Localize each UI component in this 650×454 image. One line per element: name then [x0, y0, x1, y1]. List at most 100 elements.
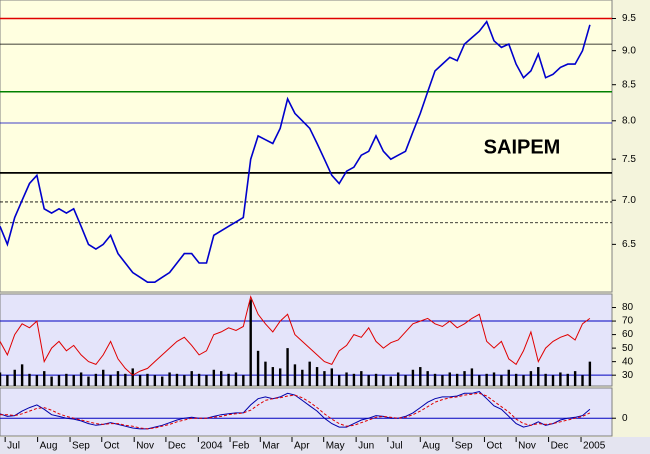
volume-bar [79, 372, 83, 386]
volume-bar [116, 371, 120, 386]
volume-bar [455, 373, 459, 386]
y-tick-label: 50 [622, 343, 634, 354]
series-line [0, 392, 591, 430]
volume-bar [234, 372, 238, 386]
volume-bar [433, 373, 437, 386]
volume-bar [87, 376, 90, 386]
volume-bar [522, 375, 525, 386]
volume-bar [544, 373, 547, 386]
volume-bar [109, 375, 112, 386]
volume-bar [507, 369, 510, 386]
volume-bar [271, 367, 275, 386]
x-tick-label: Oct [486, 441, 502, 452]
volume-bar [330, 368, 334, 386]
y-tick-label: 0 [622, 413, 628, 424]
volume-bar [581, 375, 584, 386]
volume-bar [102, 369, 105, 386]
x-tick-label: Jul [390, 441, 403, 452]
volume-bar [35, 375, 39, 386]
x-tick-label: Sep [72, 441, 90, 452]
volume-bar [256, 350, 260, 386]
volume-bar [72, 375, 75, 386]
x-axis-strip [0, 437, 650, 454]
volume-bar [337, 375, 341, 386]
volume-bar [478, 375, 481, 386]
volume-bar [352, 373, 356, 386]
volume-bar [50, 376, 53, 386]
x-tick-label: Jun [358, 441, 374, 452]
y-tick-label: 60 [622, 329, 634, 340]
volume-bar [389, 376, 392, 386]
y-tick-label: 40 [622, 356, 634, 367]
volume-bar [6, 375, 9, 386]
x-tick-label: Dec [551, 441, 569, 452]
y-tick-label: 9.0 [622, 45, 636, 56]
series-line [0, 295, 591, 376]
volume-bar [146, 373, 149, 386]
volume-bar [161, 376, 164, 386]
volume-bar [20, 364, 24, 386]
volume-bar [374, 373, 378, 386]
x-tick-label: 2005 [583, 441, 606, 452]
volume-bar [448, 372, 451, 386]
volume-bar [197, 373, 201, 386]
volume-bar [183, 375, 186, 386]
volume-bar [153, 375, 157, 386]
volume-bar [588, 361, 592, 386]
volume-bar [0, 372, 2, 386]
volume-bar [57, 375, 61, 386]
volume-bar [345, 372, 348, 386]
volume-bar [308, 361, 311, 386]
x-tick-label: Jul [7, 441, 20, 452]
volume-bar [529, 371, 533, 386]
volume-bar [500, 375, 503, 386]
volume-bar [249, 299, 252, 386]
x-tick-label: May [326, 441, 345, 452]
volume-bar [470, 368, 474, 386]
volume-bar [264, 361, 267, 386]
volume-bar [138, 375, 142, 386]
volume-bar [65, 373, 68, 386]
y-tick-label: 7.5 [622, 154, 636, 165]
x-tick-label: 2004 [200, 441, 223, 452]
volume-bar [419, 367, 422, 386]
volume-bar [396, 372, 400, 386]
volume-bar [205, 375, 208, 386]
x-tick-label: Sep [455, 441, 473, 452]
volume-bar [220, 371, 223, 386]
volume-bar [492, 372, 496, 386]
y-tick-label: 30 [622, 370, 634, 381]
x-tick-label: Mar [262, 441, 280, 452]
volume-bar [175, 373, 179, 386]
volume-bar [94, 373, 98, 386]
volume-bar [242, 375, 245, 386]
y-tick-label: 8.5 [622, 79, 636, 90]
volume-bar [278, 368, 282, 386]
volume-bar [13, 369, 16, 386]
x-tick-label: Feb [232, 441, 250, 452]
volume-bar [514, 373, 518, 386]
volume-bar [537, 367, 540, 386]
x-tick-label: Dec [168, 441, 186, 452]
x-tick-label: Nov [136, 441, 154, 452]
x-tick-label: Nov [518, 441, 536, 452]
volume-bar [315, 367, 319, 386]
y-tick-label: 6.5 [622, 239, 636, 250]
volume-bar [426, 371, 429, 386]
y-tick-label: 7.0 [622, 195, 636, 206]
macd-panel [0, 387, 613, 437]
x-tick-label: Oct [104, 441, 120, 452]
volume-bar [28, 373, 31, 386]
volume-bar [485, 373, 488, 386]
volume-bar [573, 371, 577, 386]
y-tick-label: 8.0 [622, 115, 636, 126]
volume-bar [301, 369, 304, 386]
volume-bar [43, 371, 46, 386]
chart-title: SAIPEM [484, 136, 561, 158]
volume-bar [124, 373, 127, 386]
x-tick-label: Apr [294, 441, 310, 452]
volume-bar [168, 372, 171, 386]
volume-bar [404, 375, 407, 386]
volume-bar [212, 369, 216, 386]
